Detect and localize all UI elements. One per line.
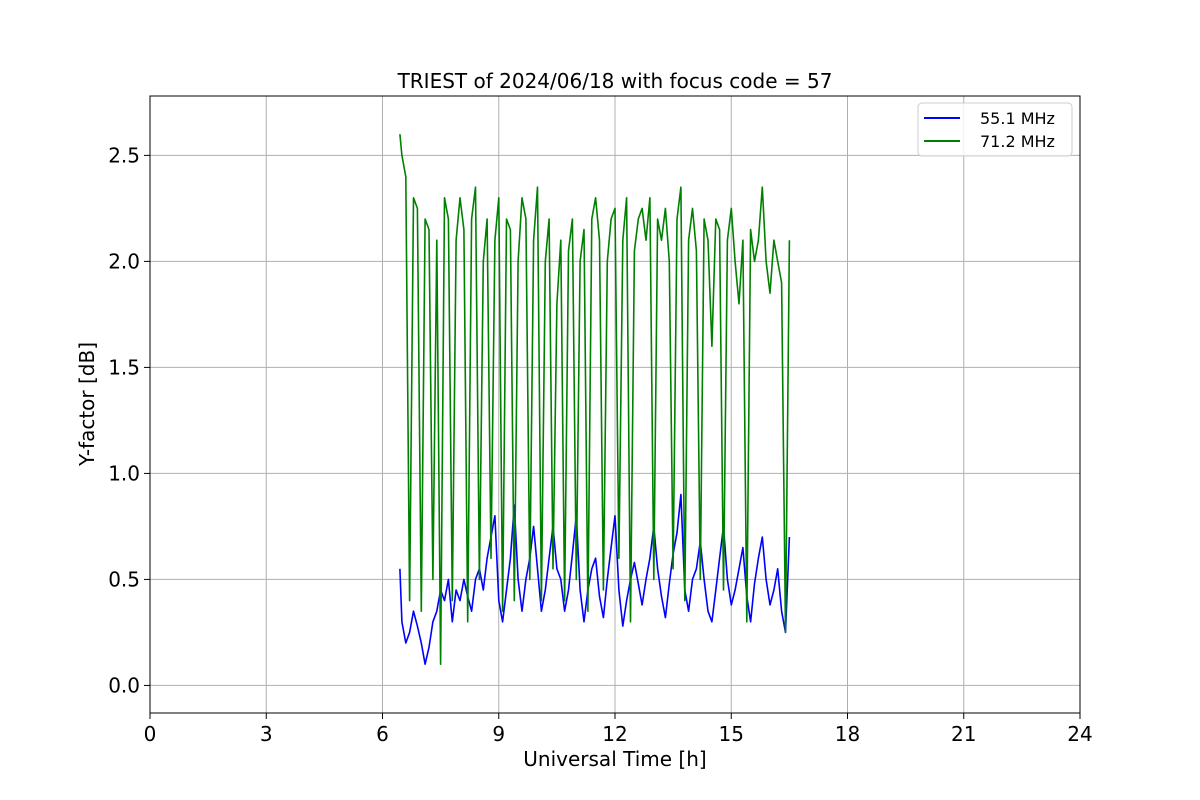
y-tick-label: 0.0 xyxy=(108,673,140,697)
y-axis-label: Y-factor [dB] xyxy=(75,342,99,467)
x-tick-label: 15 xyxy=(719,722,744,746)
legend-label-71-2-mhz: 71.2 MHz xyxy=(980,132,1055,151)
y-tick-label: 1.5 xyxy=(108,355,140,379)
y-tick-label: 0.5 xyxy=(108,567,140,591)
x-tick-label: 9 xyxy=(492,722,505,746)
y-tick-label: 1.0 xyxy=(108,461,140,485)
x-axis: 0 3 6 9 12 15 18 21 24 xyxy=(144,713,1093,746)
x-tick-label: 18 xyxy=(835,722,860,746)
x-tick-label: 0 xyxy=(144,722,157,746)
x-tick-label: 21 xyxy=(951,722,976,746)
legend: 55.1 MHz 71.2 MHz xyxy=(917,102,1073,157)
y-tick-label: 2.0 xyxy=(108,249,140,273)
x-tick-label: 6 xyxy=(376,722,389,746)
x-axis-label: Universal Time [h] xyxy=(523,747,706,771)
series-line-71-2-mhz xyxy=(399,134,791,666)
y-axis: 0.0 0.5 1.0 1.5 2.0 2.5 xyxy=(108,143,150,697)
legend-label-55-1-mhz: 55.1 MHz xyxy=(980,109,1055,128)
chart-title: TRIEST of 2024/06/18 with focus code = 5… xyxy=(397,69,833,93)
legend-box xyxy=(917,102,1073,157)
x-tick-label: 24 xyxy=(1067,722,1092,746)
x-tick-label: 12 xyxy=(602,722,627,746)
y-tick-label: 2.5 xyxy=(108,143,140,167)
series-layer xyxy=(399,134,791,666)
x-tick-label: 3 xyxy=(260,722,273,746)
